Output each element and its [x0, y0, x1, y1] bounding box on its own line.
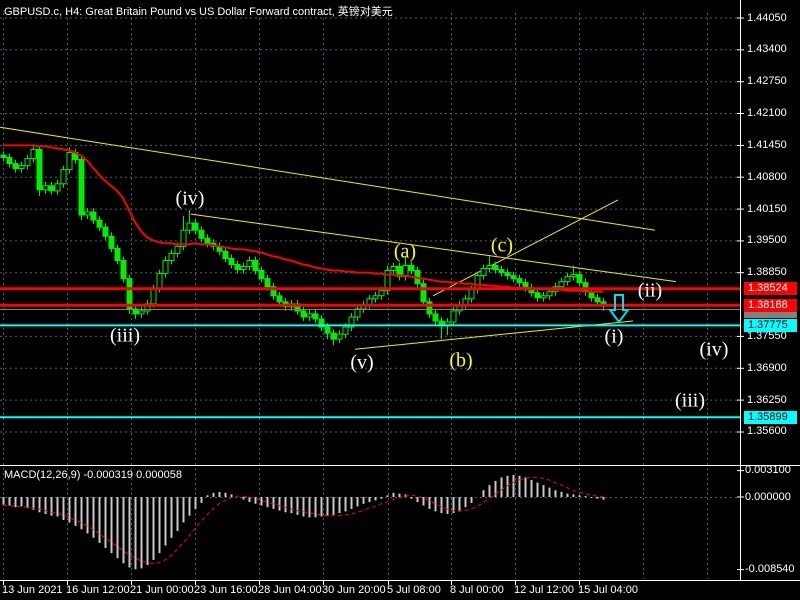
- candle-body: [348, 316, 355, 328]
- candle-body: [24, 158, 31, 167]
- candle-body: [306, 313, 313, 318]
- candle-body: [186, 222, 193, 231]
- candle-body: [198, 229, 205, 239]
- candle-body: [504, 272, 511, 277]
- candle-body: [252, 260, 259, 272]
- candle-body: [426, 301, 433, 315]
- candle-body: [264, 278, 271, 288]
- candle-body: [132, 308, 139, 315]
- candle-body: [450, 310, 457, 323]
- candle-body: [126, 278, 133, 310]
- candle-body: [180, 229, 187, 247]
- candle-body: [492, 265, 499, 271]
- candle-body: [486, 265, 493, 269]
- candle-body: [564, 276, 571, 283]
- candle-body: [90, 211, 97, 221]
- candle-body: [60, 169, 67, 185]
- candle-body: [6, 157, 13, 165]
- candle-body: [84, 211, 91, 216]
- candle-body: [150, 288, 157, 305]
- candle-body: [276, 295, 283, 303]
- candle-body: [408, 265, 415, 271]
- candle-body: [108, 235, 115, 249]
- candle-body: [516, 278, 523, 284]
- candle-body: [78, 159, 85, 216]
- trendline[interactable]: [432, 199, 619, 297]
- candle-body: [174, 245, 181, 254]
- candle-body: [558, 281, 565, 288]
- candle-body: [420, 283, 427, 303]
- candle-body: [468, 289, 475, 300]
- candle-body: [312, 313, 319, 320]
- candle-body: [240, 266, 247, 270]
- trendline[interactable]: [0, 126, 656, 231]
- macd-signal-line[interactable]: [3, 476, 604, 564]
- candle-body: [300, 310, 307, 318]
- candle-body: [36, 148, 43, 191]
- candle-body: [156, 273, 163, 290]
- candle-body: [342, 326, 349, 335]
- candle-body: [168, 252, 175, 261]
- candle-body: [54, 183, 61, 192]
- candle-body: [570, 274, 577, 278]
- candle-body: [432, 313, 439, 322]
- candle-body: [510, 275, 517, 280]
- trendline[interactable]: [190, 213, 677, 283]
- candle-body: [258, 270, 265, 280]
- candle-body: [138, 310, 145, 315]
- candle-body: [324, 326, 331, 334]
- candle-body: [354, 308, 361, 318]
- candle-body: [546, 291, 553, 297]
- sell-arrow-icon[interactable]: [608, 294, 630, 324]
- candle-body: [270, 286, 277, 297]
- candle-body: [534, 292, 541, 299]
- candle-body: [42, 185, 49, 191]
- candle-body: [384, 270, 391, 292]
- candle-body: [18, 165, 25, 170]
- candle-body: [102, 226, 109, 237]
- candle-body: [378, 290, 385, 297]
- candle-body: [576, 274, 583, 284]
- candle-body: [192, 222, 199, 231]
- candle-body: [162, 260, 169, 275]
- candle-body: [480, 268, 487, 277]
- candle-body: [372, 295, 379, 300]
- candle-body: [222, 250, 229, 259]
- candle-body: [12, 163, 19, 170]
- candle-body: [330, 332, 337, 340]
- candle-body: [228, 257, 235, 265]
- candle-body: [336, 333, 343, 340]
- candle-body: [0, 154, 7, 159]
- candle-body: [582, 282, 589, 293]
- candle-body: [30, 148, 37, 159]
- candle-body: [96, 219, 103, 228]
- candle-body: [114, 247, 121, 261]
- candle-body: [594, 297, 601, 303]
- moving-average-line[interactable]: [3, 144, 603, 293]
- candle-body: [204, 237, 211, 244]
- candle-body: [390, 266, 397, 271]
- candle-body: [246, 260, 253, 268]
- candle-body: [48, 185, 55, 192]
- candle-body: [234, 264, 241, 270]
- candle-body: [498, 269, 505, 274]
- candle-body: [120, 260, 127, 280]
- candle-body: [318, 318, 325, 328]
- candle-body: [66, 152, 73, 171]
- candle-body: [540, 295, 547, 299]
